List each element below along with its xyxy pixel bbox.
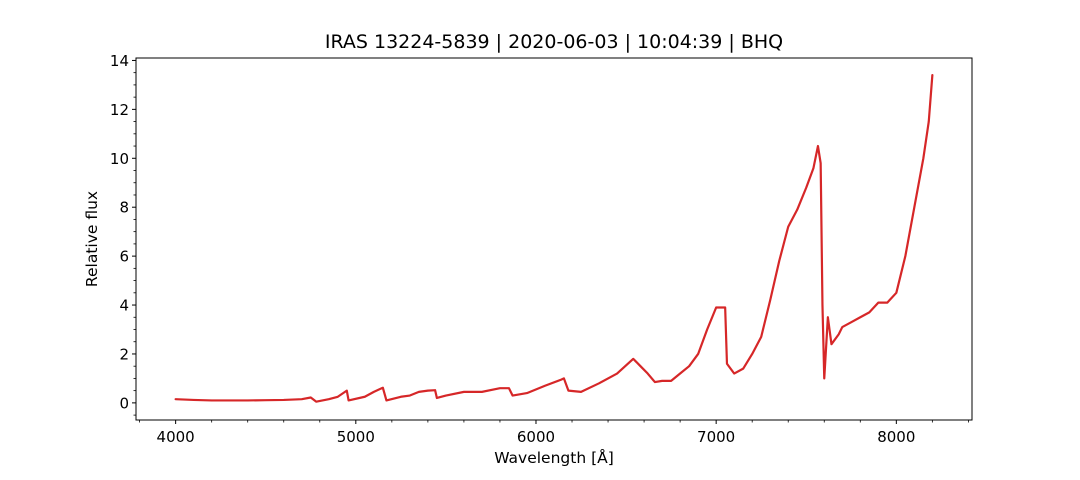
x-tick-label: 5000: [337, 428, 375, 446]
y-axis-ticks: 0 2 4 6 8 10 12 14: [110, 52, 136, 412]
y-tick-label: 2: [119, 345, 129, 363]
series-layer: [174, 74, 934, 403]
x-axis-ticks: 4000 5000 6000 7000 8000: [157, 420, 915, 446]
y-axis-title: Relative flux: [83, 191, 101, 287]
x-tick-label: 7000: [697, 428, 735, 446]
x-tick-label: 4000: [157, 428, 195, 446]
y-tick-label: 6: [119, 248, 129, 266]
y-tick-label: 14: [110, 52, 129, 70]
x-tick-label: 8000: [877, 428, 915, 446]
plot-frame: [135, 57, 973, 421]
y-tick-label: 8: [119, 199, 129, 217]
plot-area: 4000 5000 6000 7000 8000 0 2 4 6 8 10 12 14: [110, 52, 973, 446]
series-line-0: [174, 74, 934, 403]
x-tick-label: 6000: [517, 428, 555, 446]
chart-title: IRAS 13224-5839 | 2020-06-03 | 10:04:39 …: [325, 31, 783, 53]
y-tick-label: 12: [110, 101, 129, 119]
y-tick-label: 10: [110, 150, 129, 168]
y-tick-label: 0: [119, 394, 129, 412]
y-tick-label: 4: [119, 297, 129, 315]
x-axis-title: Wavelength [Å]: [494, 448, 614, 467]
